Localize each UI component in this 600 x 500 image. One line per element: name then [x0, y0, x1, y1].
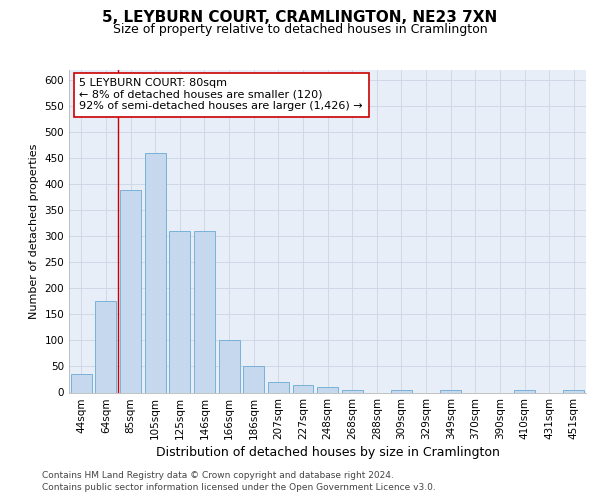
Y-axis label: Number of detached properties: Number of detached properties: [29, 144, 39, 319]
Text: Contains HM Land Registry data © Crown copyright and database right 2024.: Contains HM Land Registry data © Crown c…: [42, 471, 394, 480]
Bar: [218, 340, 239, 392]
Bar: [95, 302, 116, 392]
Bar: [563, 390, 584, 392]
Bar: [440, 390, 461, 392]
Bar: [71, 374, 92, 392]
Text: Contains public sector information licensed under the Open Government Licence v3: Contains public sector information licen…: [42, 484, 436, 492]
Text: Size of property relative to detached houses in Cramlington: Size of property relative to detached ho…: [113, 22, 487, 36]
Bar: [293, 384, 313, 392]
Bar: [391, 390, 412, 392]
Bar: [145, 153, 166, 392]
Bar: [243, 366, 264, 392]
Text: 5, LEYBURN COURT, CRAMLINGTON, NE23 7XN: 5, LEYBURN COURT, CRAMLINGTON, NE23 7XN: [103, 10, 497, 25]
Bar: [120, 190, 141, 392]
Bar: [342, 390, 362, 392]
Bar: [169, 231, 190, 392]
Bar: [514, 390, 535, 392]
Bar: [194, 231, 215, 392]
Bar: [317, 388, 338, 392]
Bar: [268, 382, 289, 392]
Text: 5 LEYBURN COURT: 80sqm
← 8% of detached houses are smaller (120)
92% of semi-det: 5 LEYBURN COURT: 80sqm ← 8% of detached …: [79, 78, 363, 112]
X-axis label: Distribution of detached houses by size in Cramlington: Distribution of detached houses by size …: [155, 446, 500, 460]
